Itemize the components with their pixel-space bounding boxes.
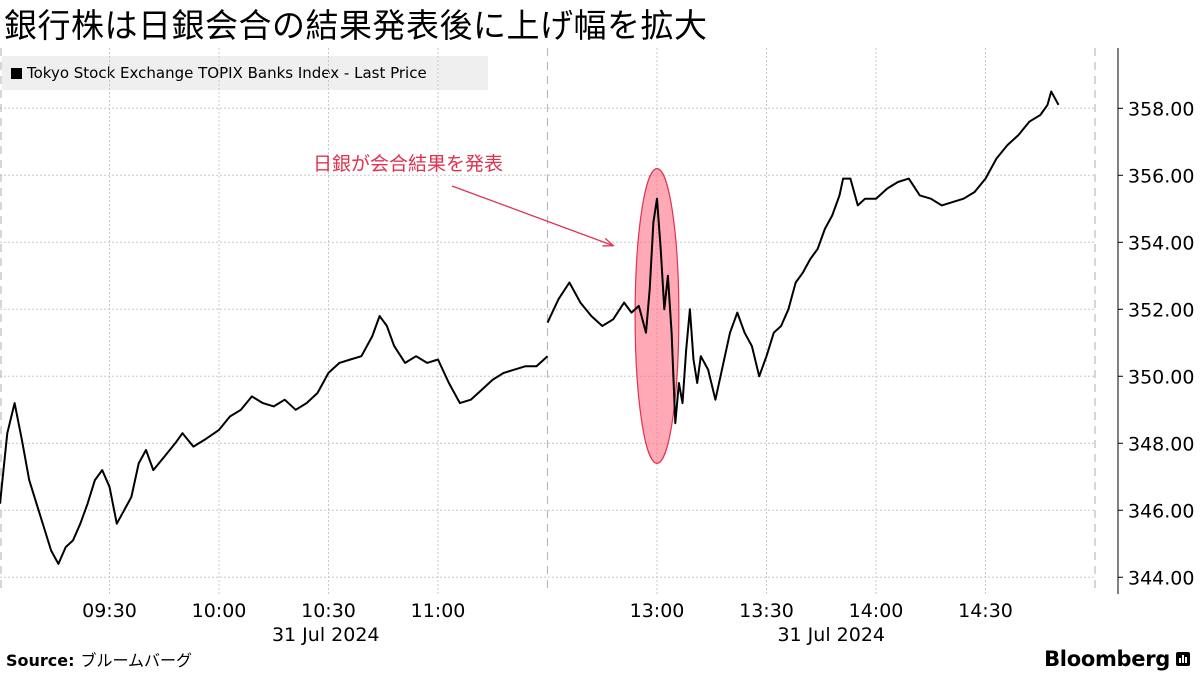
highlight-ellipse (634, 167, 680, 464)
source-label: Source: (6, 651, 75, 670)
x-date-label: 31 Jul 2024 (272, 624, 380, 646)
price-line-afternoon (546, 90, 1060, 425)
y-tick-label: 356.00 (1128, 165, 1194, 187)
x-tick-label: 11:00 (411, 600, 466, 622)
brand-name: Bloomberg (1044, 647, 1170, 671)
y-tick-label: 344.00 (1128, 567, 1194, 589)
x-tick-label: 09:30 (82, 600, 137, 622)
x-tick-label: 14:30 (958, 600, 1013, 622)
annotation-arrow-line (451, 185, 614, 247)
y-tick-label: 354.00 (1128, 232, 1194, 254)
x-date-label: 31 Jul 2024 (777, 624, 885, 646)
y-tick-label: 350.00 (1128, 366, 1194, 388)
price-line-morning (0, 315, 549, 565)
source-note: Source: ブルームバーグ (6, 647, 192, 671)
chart-title: 銀行株は日銀会合の結果発表後に上げ幅を拡大 (4, 6, 708, 45)
legend: Tokyo Stock Exchange TOPIX Banks Index -… (2, 56, 488, 90)
x-tick-label: 13:00 (630, 600, 685, 622)
y-tick-label: 358.00 (1128, 98, 1194, 120)
source-value: ブルームバーグ (80, 651, 193, 670)
x-tick-label: 14:00 (849, 600, 904, 622)
y-tick-label: 352.00 (1128, 299, 1194, 321)
legend-swatch (11, 67, 22, 79)
x-tick-label: 10:00 (192, 600, 247, 622)
x-tick-label: 13:30 (739, 600, 794, 622)
y-tick-label: 348.00 (1128, 433, 1194, 455)
x-tick-label: 10:30 (301, 600, 356, 622)
y-tick-label: 346.00 (1128, 500, 1194, 522)
annotation-text: 日銀が会合結果を発表 (313, 153, 503, 175)
annotation-arrowhead (602, 237, 615, 247)
legend-label: Tokyo Stock Exchange TOPIX Banks Index -… (27, 64, 427, 82)
bloomberg-logo: Bloomberg (1044, 647, 1190, 671)
bar-chart-icon (1176, 652, 1190, 666)
